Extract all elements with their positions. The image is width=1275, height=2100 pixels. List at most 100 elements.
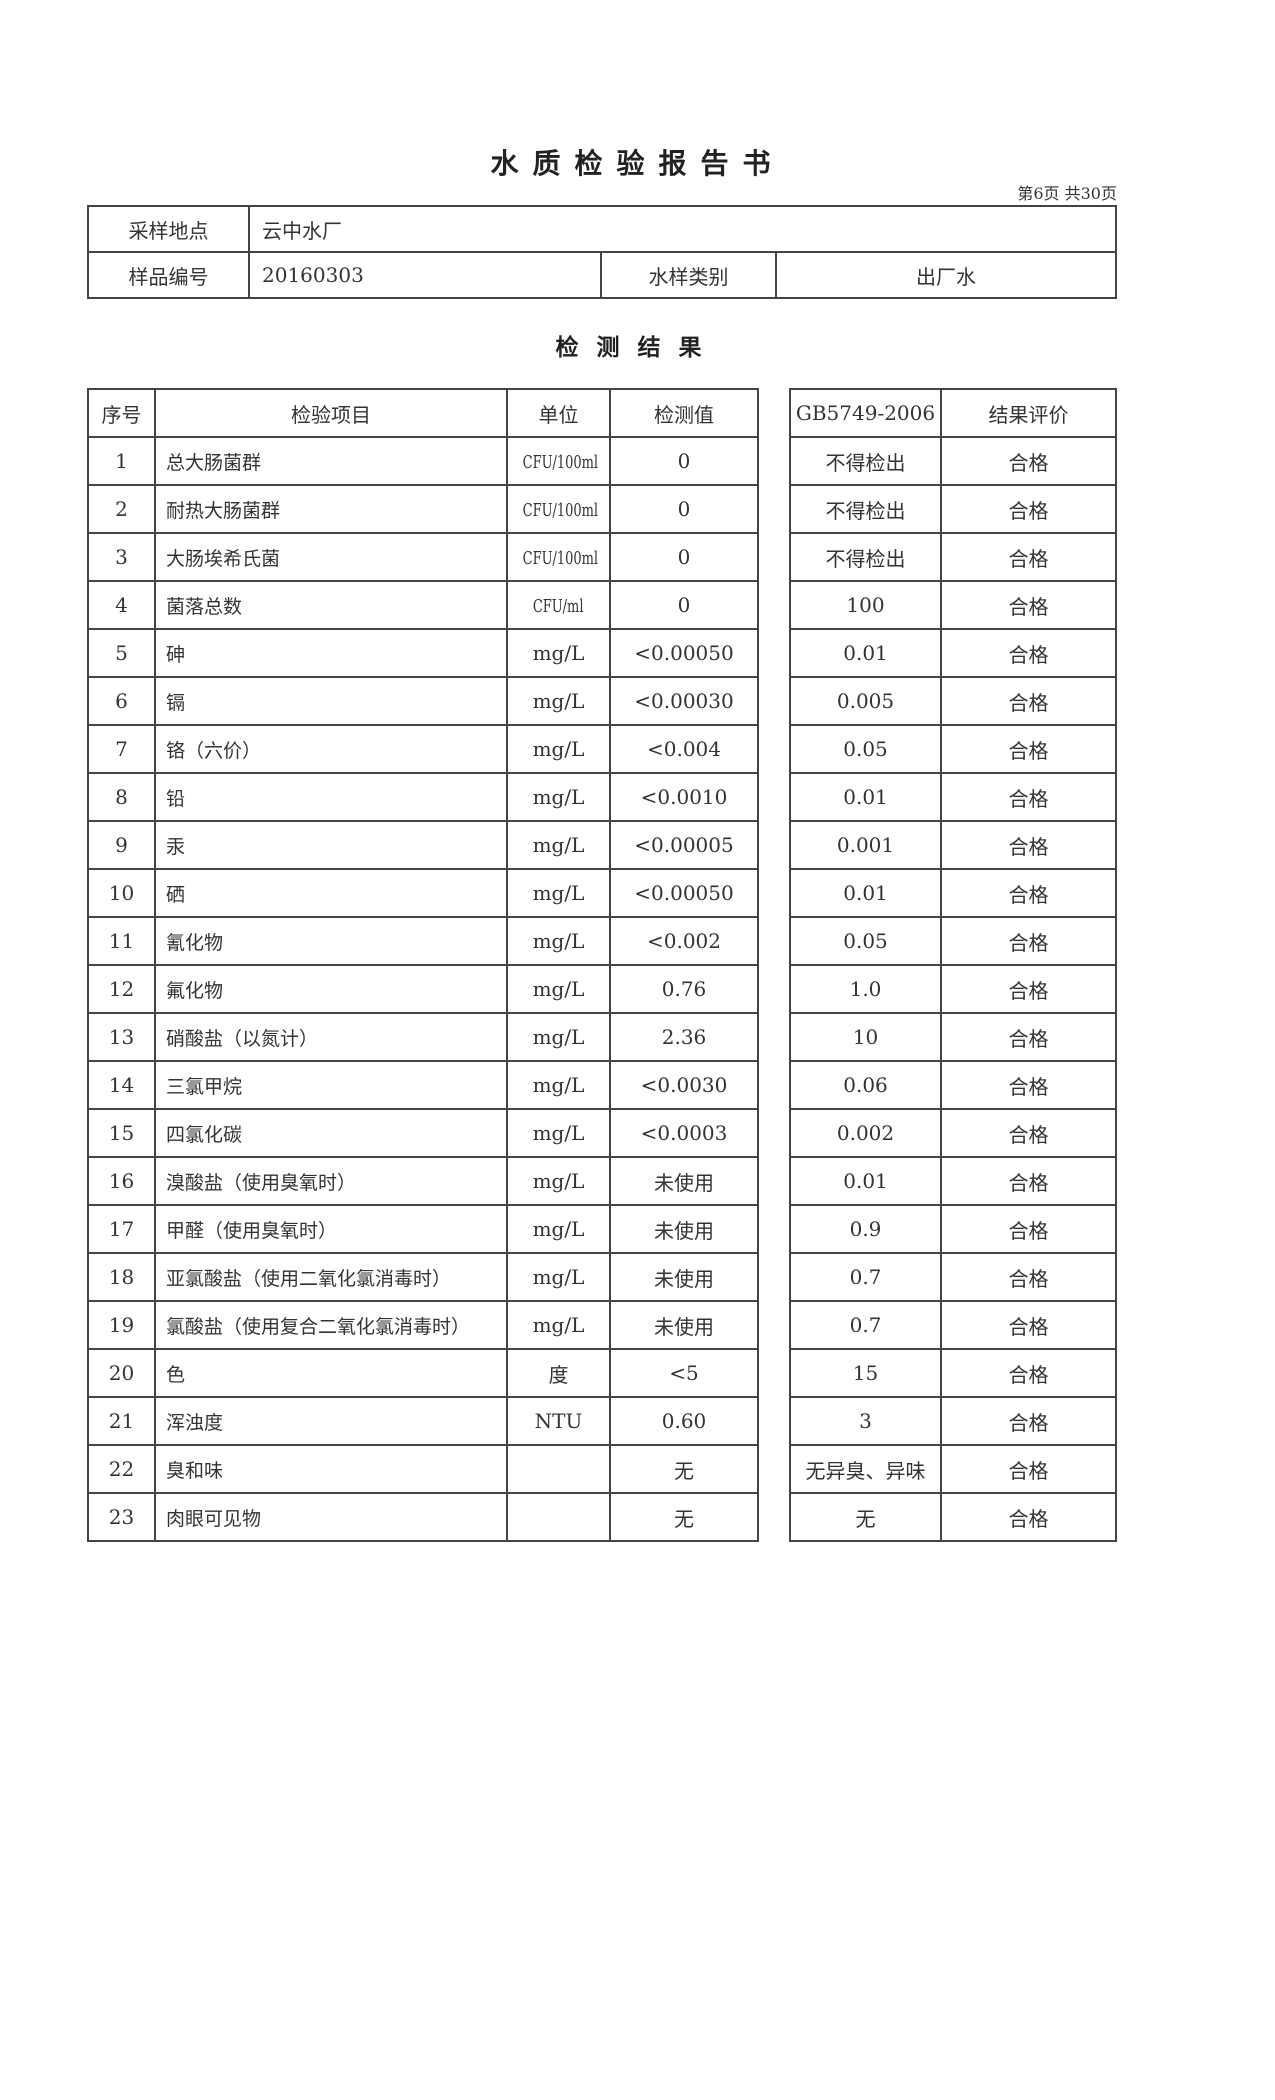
row-item: 氰化物 [154, 916, 508, 966]
sample-no-label: 样品编号 [87, 251, 250, 299]
row-standard: 不得检出 [789, 532, 942, 582]
row-value: 0.60 [609, 1396, 759, 1446]
row-standard: 无 [789, 1492, 942, 1542]
header-unit: 单位 [506, 388, 611, 438]
table-row: 10 硒 mg/L <0.00050 0.01 合格 [87, 868, 1117, 918]
row-value: 0 [609, 484, 759, 534]
row-item: 三氯甲烷 [154, 1060, 508, 1110]
row-value: <0.002 [609, 916, 759, 966]
sample-no-value: 20160303 [248, 251, 602, 299]
row-standard: 10 [789, 1012, 942, 1062]
row-unit: mg/L [506, 628, 611, 678]
row-no: 2 [87, 484, 156, 534]
row-no: 19 [87, 1300, 156, 1350]
table-row: 23 肉眼可见物无无合格 [87, 1492, 1117, 1542]
gap-cell [757, 1493, 791, 1541]
sample-type-value: 出厂水 [775, 251, 1117, 299]
gap-cell [757, 677, 791, 725]
row-unit [506, 1444, 611, 1494]
location-label: 采样地点 [87, 205, 250, 253]
row-unit: NTU [506, 1396, 611, 1446]
row-no: 21 [87, 1396, 156, 1446]
gap-cell [757, 917, 791, 965]
row-unit: mg/L [506, 724, 611, 774]
row-result: 合格 [940, 484, 1117, 534]
table-row: 9 汞 mg/L <0.00005 0.001 合格 [87, 820, 1117, 870]
unit-text: CFU/ml [533, 596, 584, 617]
table-row: 5 砷 mg/L <0.00050 0.01 合格 [87, 628, 1117, 678]
row-unit: mg/L [506, 1252, 611, 1302]
gap-cell [757, 1397, 791, 1445]
gap-cell [757, 1253, 791, 1301]
table-row: 21 浑浊度 NTU 0.60 3 合格 [87, 1396, 1117, 1446]
row-standard: 1.0 [789, 964, 942, 1014]
table-row: 19 氯酸盐（使用复合二氧化氯消毒时） mg/L 未使用 0.7 合格 [87, 1300, 1117, 1350]
table-row: 8 铅 mg/L <0.0010 0.01 合格 [87, 772, 1117, 822]
row-result: 合格 [940, 1060, 1117, 1110]
row-standard: 0.05 [789, 724, 942, 774]
gap-cell [757, 437, 791, 485]
gap-cell [757, 965, 791, 1013]
gap-cell [757, 629, 791, 677]
row-result: 合格 [940, 1156, 1117, 1206]
row-standard: 0.05 [789, 916, 942, 966]
row-value: 0 [609, 436, 759, 486]
row-item: 铅 [154, 772, 508, 822]
row-result: 合格 [940, 1348, 1117, 1398]
unit-text: CFU/100ml [522, 548, 599, 569]
row-standard: 0.01 [789, 772, 942, 822]
row-standard: 15 [789, 1348, 942, 1398]
row-no: 4 [87, 580, 156, 630]
row-no: 15 [87, 1108, 156, 1158]
row-standard: 0.06 [789, 1060, 942, 1110]
row-unit: mg/L [506, 1060, 611, 1110]
row-value: <0.00050 [609, 628, 759, 678]
table-row: 17 甲醛（使用臭氧时） mg/L 未使用 0.9 合格 [87, 1204, 1117, 1254]
table-row: 1 总大肠菌群 CFU/100ml 0 不得检出 合格 [87, 436, 1117, 486]
row-result: 合格 [940, 1204, 1117, 1254]
gap-cell [757, 533, 791, 581]
table-row: 22 臭和味 无无异臭、异味 合格 [87, 1444, 1117, 1494]
row-no: 23 [87, 1492, 156, 1542]
table-row: 16 溴酸盐（使用臭氧时） mg/L 未使用 0.01 合格 [87, 1156, 1117, 1206]
row-value: <0.00050 [609, 868, 759, 918]
row-value: <0.0003 [609, 1108, 759, 1158]
row-value: 未使用 [609, 1204, 759, 1254]
row-item: 砷 [154, 628, 508, 678]
row-value: <0.00005 [609, 820, 759, 870]
row-item: 浑浊度 [154, 1396, 508, 1446]
table-row: 20 色度 <5 15 合格 [87, 1348, 1117, 1398]
row-unit: 度 [506, 1348, 611, 1398]
sample-type-label: 水样类别 [600, 251, 777, 299]
row-standard: 3 [789, 1396, 942, 1446]
header-result: 结果评价 [940, 388, 1117, 438]
row-result: 合格 [940, 916, 1117, 966]
row-no: 9 [87, 820, 156, 870]
table-row: 3 大肠埃希氏菌 CFU/100ml 0 不得检出 合格 [87, 532, 1117, 582]
header-no: 序号 [87, 388, 156, 438]
row-item: 四氯化碳 [154, 1108, 508, 1158]
gap-cell [757, 1157, 791, 1205]
row-item: 亚氯酸盐（使用二氧化氯消毒时） [154, 1252, 508, 1302]
row-standard: 无异臭、异味 [789, 1444, 942, 1494]
header-value: 检测值 [609, 388, 759, 438]
gap-cell [757, 485, 791, 533]
row-result: 合格 [940, 1108, 1117, 1158]
table-row: 14 三氯甲烷 mg/L <0.0030 0.06 合格 [87, 1060, 1117, 1110]
gap-cell [757, 1205, 791, 1253]
row-standard: 0.7 [789, 1252, 942, 1302]
sample-info-table: 采样地点 云中水厂 样品编号 20160303 水样类别 出厂水 [87, 205, 1117, 299]
section-title: 检测结果 [555, 334, 720, 361]
gap-cell [757, 1445, 791, 1493]
gap-cell [757, 869, 791, 917]
row-standard: 不得检出 [789, 484, 942, 534]
table-row: 13 硝酸盐（以氮计） mg/L 2.36 10 合格 [87, 1012, 1117, 1062]
gap-cell [757, 1301, 791, 1349]
row-standard: 0.9 [789, 1204, 942, 1254]
row-result: 合格 [940, 964, 1117, 1014]
row-value: <0.004 [609, 724, 759, 774]
row-value: 未使用 [609, 1300, 759, 1350]
table-row: 6 镉 mg/L <0.00030 0.005 合格 [87, 676, 1117, 726]
gap-cell [757, 1061, 791, 1109]
row-value: <5 [609, 1348, 759, 1398]
